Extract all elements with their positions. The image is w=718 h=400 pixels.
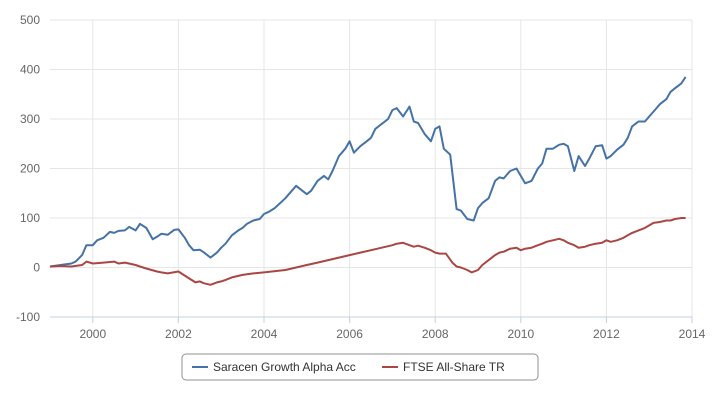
y-tick-label: 200	[20, 162, 40, 176]
legend-item-1[interactable]: FTSE All-Share TR	[382, 360, 505, 374]
x-tick-label: 2010	[507, 327, 534, 341]
y-tick-label: 0	[33, 261, 40, 275]
x-tick-label: 2006	[336, 327, 363, 341]
y-tick-label: 300	[20, 112, 40, 126]
x-tick-label: 2008	[422, 327, 449, 341]
legend-label: Saracen Growth Alpha Acc	[213, 360, 356, 374]
series-line-0[interactable]	[49, 76, 687, 268]
y-tick-label: 400	[20, 63, 40, 77]
legend[interactable]: Saracen Growth Alpha Acc FTSE All-Share T…	[181, 353, 539, 381]
legend-box	[181, 353, 539, 381]
series-line-1[interactable]	[49, 217, 686, 286]
axes: -100 0 100 200 300 400 500 2000 2002 2004 2006 2008…	[16, 13, 706, 341]
gridlines	[50, 19, 693, 318]
x-tick-label: 2004	[251, 327, 278, 341]
x-tick-label: 2014	[679, 327, 706, 341]
x-tick-label: 2002	[165, 327, 192, 341]
x-tick-label: 2000	[79, 327, 106, 341]
y-tick-label: 100	[20, 211, 40, 225]
x-tick-label: 2012	[593, 327, 620, 341]
legend-label: FTSE All-Share TR	[403, 360, 505, 374]
legend-item-0[interactable]: Saracen Growth Alpha Acc	[192, 360, 356, 374]
series-lines	[49, 76, 687, 286]
y-tick-label: 500	[20, 13, 40, 27]
y-tick-label: -100	[16, 310, 40, 324]
